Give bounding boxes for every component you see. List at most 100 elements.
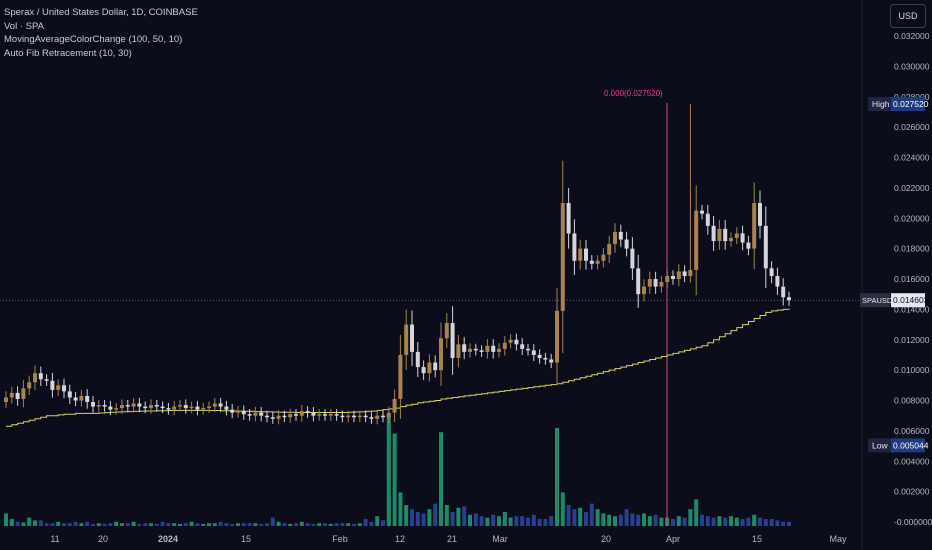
legend-volume[interactable]: Vol · SPA	[4, 20, 44, 32]
volume-bar	[79, 523, 84, 526]
candle-body	[56, 385, 61, 390]
volume-bar	[520, 516, 525, 526]
y-tick-label: 0.016000	[894, 274, 930, 284]
candle-body	[381, 415, 385, 418]
candle-body	[671, 275, 675, 279]
volume-bar	[44, 523, 49, 526]
volume-bar	[352, 523, 356, 526]
volume-bar	[549, 516, 554, 526]
legend-symbol-title[interactable]: Sperax / United States Dollar, 1D, COINB…	[4, 7, 198, 18]
x-tick-label: 12	[395, 534, 405, 544]
volume-bar	[526, 517, 530, 526]
candle-body	[73, 397, 78, 401]
volume-bar	[740, 519, 745, 526]
candle-body	[433, 362, 438, 371]
candle-body	[752, 203, 757, 249]
y-tick-label: 0.014000	[894, 304, 930, 314]
volume-bar	[108, 523, 113, 526]
candle-body	[183, 405, 188, 409]
volume-bar	[270, 517, 275, 526]
candle-body	[120, 405, 124, 409]
candle-body	[769, 268, 774, 276]
volume-bar	[630, 513, 635, 526]
candle-body	[549, 359, 554, 363]
volume-bar	[572, 509, 577, 526]
volume-bar	[485, 517, 490, 526]
candle-body	[38, 373, 43, 380]
moving-average-line	[6, 308, 790, 427]
candle-body	[787, 297, 791, 301]
legend-fib[interactable]: Auto Fib Retracement (10, 30)	[4, 47, 132, 59]
candle-body	[682, 271, 687, 276]
current-symbol-bg	[860, 293, 890, 308]
candle-body	[618, 231, 623, 240]
candle-body	[676, 271, 681, 279]
candle-body	[44, 379, 49, 381]
candle-body	[195, 406, 200, 410]
candle-body	[67, 391, 72, 398]
volume-bar	[224, 523, 229, 526]
candle-body	[468, 348, 472, 352]
volume-bar	[102, 523, 107, 526]
volume-bar	[9, 519, 14, 526]
candle-body	[450, 323, 455, 358]
volume-bar	[601, 513, 606, 526]
volume-bar	[717, 516, 722, 526]
candle-body	[265, 415, 269, 418]
candle-body	[665, 275, 670, 283]
volume-bar	[392, 433, 397, 526]
volume-bar	[15, 521, 20, 526]
volume-bar	[62, 523, 66, 526]
legend-moving-average[interactable]: MovingAverageColorChange (100, 50, 10)	[4, 34, 183, 45]
x-tick-label: 20	[98, 534, 108, 544]
volume-bar	[618, 514, 623, 526]
volume-bar	[346, 523, 351, 526]
current-value-bg	[891, 293, 925, 308]
y-tick-label: 0.012000	[894, 335, 930, 345]
candle-body	[427, 362, 432, 374]
candle-body	[276, 415, 281, 419]
volume-bar	[624, 509, 629, 526]
volume-bar	[125, 523, 130, 526]
volume-bar	[694, 499, 699, 526]
volume-bar	[236, 523, 240, 526]
volume-bar	[682, 517, 687, 526]
volume-bar	[700, 514, 704, 526]
candle-body	[584, 248, 588, 261]
candle-body	[114, 408, 119, 410]
volume-bar	[207, 523, 211, 526]
volume-bar	[508, 517, 513, 526]
high-label: High	[872, 99, 890, 109]
candle-body	[201, 408, 206, 410]
volume-bar	[241, 523, 246, 526]
candle-body	[259, 412, 264, 416]
volume-bar	[381, 520, 385, 526]
volume-bar	[230, 523, 235, 526]
candle-body	[642, 286, 646, 295]
candle-body	[473, 348, 478, 351]
volume-bar	[294, 523, 298, 526]
volume-bar	[787, 521, 791, 526]
y-tick-label: 0.020000	[894, 213, 930, 223]
y-tick-label: 0.030000	[894, 61, 930, 71]
candle-body	[178, 405, 182, 407]
y-tick-label: 0.032000	[894, 31, 930, 41]
volume-bar	[456, 507, 461, 526]
currency-button[interactable]: USD	[890, 4, 926, 28]
volume-bar	[671, 519, 675, 526]
candle-body	[479, 350, 484, 352]
candle-body	[21, 388, 26, 399]
candle-body	[566, 203, 571, 234]
candle-body	[172, 406, 177, 410]
candle-body	[247, 414, 252, 416]
candle-body	[723, 228, 728, 242]
candle-body	[694, 210, 699, 270]
volume-bar	[473, 513, 478, 526]
candle-body	[9, 392, 14, 398]
volume-bar	[613, 516, 617, 526]
volume-bar	[56, 521, 61, 526]
volume-bar	[491, 514, 496, 526]
volume-bar	[67, 523, 72, 526]
x-tick-label: 20	[601, 534, 611, 544]
